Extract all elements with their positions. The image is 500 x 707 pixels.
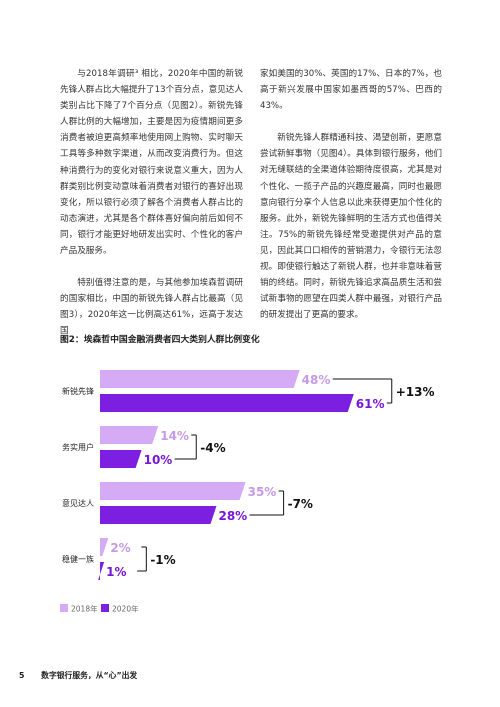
left-text-column: 与2018年调研³ 相比，2020年中国的新锐先锋人群占比大幅提升了13个百分点… (60, 66, 243, 340)
bar-2020 (100, 394, 354, 412)
right-paragraph-1: 家如美国的30%、英国的17%、日本的7%，也高于新兴发展中国家如墨西哥的57%… (260, 69, 442, 112)
value-label-2020: 1% (106, 565, 126, 579)
legend-label-2020: 2020年 (112, 604, 139, 614)
legend-label-2018: 2018年 (71, 604, 98, 614)
value-label-2018: 35% (248, 485, 277, 499)
bar-2018 (100, 538, 109, 556)
bar-2020 (98, 562, 105, 580)
value-label-2020: 10% (144, 453, 173, 467)
footer-title: 数字银行服务，从“心”出发 (41, 671, 138, 680)
bar-2018 (100, 482, 246, 500)
bar-2020 (100, 450, 142, 468)
left-paragraph-1: 与2018年调研³ 相比，2020年中国的新锐先锋人群占比大幅提升了13个百分点… (60, 69, 243, 257)
bar-2018 (100, 426, 159, 444)
category-label: 意见达人 (62, 498, 94, 508)
value-label-2018: 2% (110, 541, 130, 555)
right-text-column: 家如美国的30%、英国的17%、日本的7%，也高于新兴发展中国家如墨西哥的57%… (260, 66, 442, 323)
bar-2018 (100, 370, 300, 388)
bar-2020 (100, 506, 217, 524)
change-label: -4% (200, 441, 225, 455)
right-paragraph-2: 新锐先锋人群精通科技、渴望创新，更愿意尝试新鲜事物（见图4）。具体到银行服务，他… (260, 133, 442, 321)
page-footer: 5 数字银行服务，从“心”出发 (19, 670, 151, 681)
category-label: 新锐先锋 (62, 386, 94, 396)
page-number: 5 (19, 671, 25, 680)
value-label-2018: 14% (160, 429, 189, 443)
category-change-chart: 新锐先锋 48% 61% +13% 务实用户 14% 10% -4% 意见达人 35%28% -7%… (60, 370, 435, 614)
value-label-2018: 48% (302, 373, 331, 387)
category-label: 务实用户 (62, 442, 94, 452)
change-label: -1% (150, 553, 175, 567)
change-label: +13% (396, 385, 435, 399)
change-label: -7% (288, 497, 313, 511)
category-label: 稳健一族 (62, 554, 94, 564)
value-label-2020: 61% (356, 397, 385, 411)
figure-title: 图2：埃森哲中国金融消费者四大类别人群比例变化 (60, 335, 260, 345)
legend-swatch-2018 (60, 604, 68, 612)
left-paragraph-2: 特别值得注意的是，与其他参加埃森哲调研的国家相比，中国的新锐先锋人群占比最高（见… (60, 278, 243, 337)
value-label-2020: 28% (218, 509, 247, 523)
legend-swatch-2020 (101, 604, 109, 612)
